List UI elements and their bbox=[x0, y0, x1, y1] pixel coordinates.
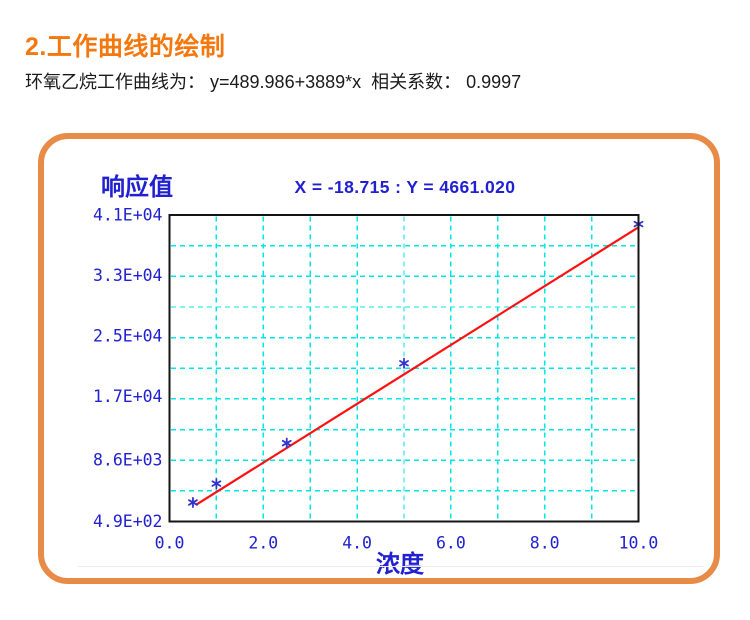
plot-border bbox=[168, 214, 640, 523]
x-tick-label: 0.0 bbox=[155, 534, 185, 553]
working-curve-chart: 0.0 2.0 4.0 6.0 8.0 10.0 4.9E+02 8.6E+03 1.7E+04… bbox=[93, 173, 659, 578]
crosshair-readout: X = -18.715 : Y = 4661.020 bbox=[295, 177, 516, 197]
y-tick-label: 2.5E+04 bbox=[93, 327, 163, 346]
x-tick-label: 2.0 bbox=[248, 534, 278, 553]
y-tick-label: 4.9E+02 bbox=[93, 512, 163, 531]
x-tick-label: 10.0 bbox=[619, 534, 659, 553]
y-tick-label: 8.6E+03 bbox=[93, 451, 163, 470]
x-tick-label: 4.0 bbox=[342, 534, 372, 553]
chart-panel: 0.0 2.0 4.0 6.0 8.0 10.0 4.9E+02 8.6E+03 1.7E+04… bbox=[38, 133, 720, 584]
y-tick-label: 4.1E+04 bbox=[93, 206, 163, 225]
panel-footer-divider bbox=[78, 566, 703, 567]
section-heading: 2.工作曲线的绘制 bbox=[25, 33, 226, 61]
x-axis-title: 浓度 bbox=[376, 550, 425, 578]
fit-line bbox=[195, 226, 640, 506]
data-point-marker bbox=[211, 478, 222, 490]
y-axis-title: 响应值 bbox=[101, 173, 173, 201]
y-tick-label: 1.7E+04 bbox=[93, 387, 163, 406]
data-point-marker bbox=[399, 357, 409, 369]
data-point-marker bbox=[281, 437, 292, 449]
y-tick-label: 3.3E+04 bbox=[93, 266, 163, 285]
curve-equation-text: 环氧乙烷工作曲线为： y=489.986+3889*x 相关系数： 0.9997 bbox=[25, 72, 522, 92]
x-tick-label: 8.0 bbox=[530, 534, 560, 553]
x-tick-label: 6.0 bbox=[436, 534, 466, 553]
data-point-marker bbox=[188, 497, 198, 509]
